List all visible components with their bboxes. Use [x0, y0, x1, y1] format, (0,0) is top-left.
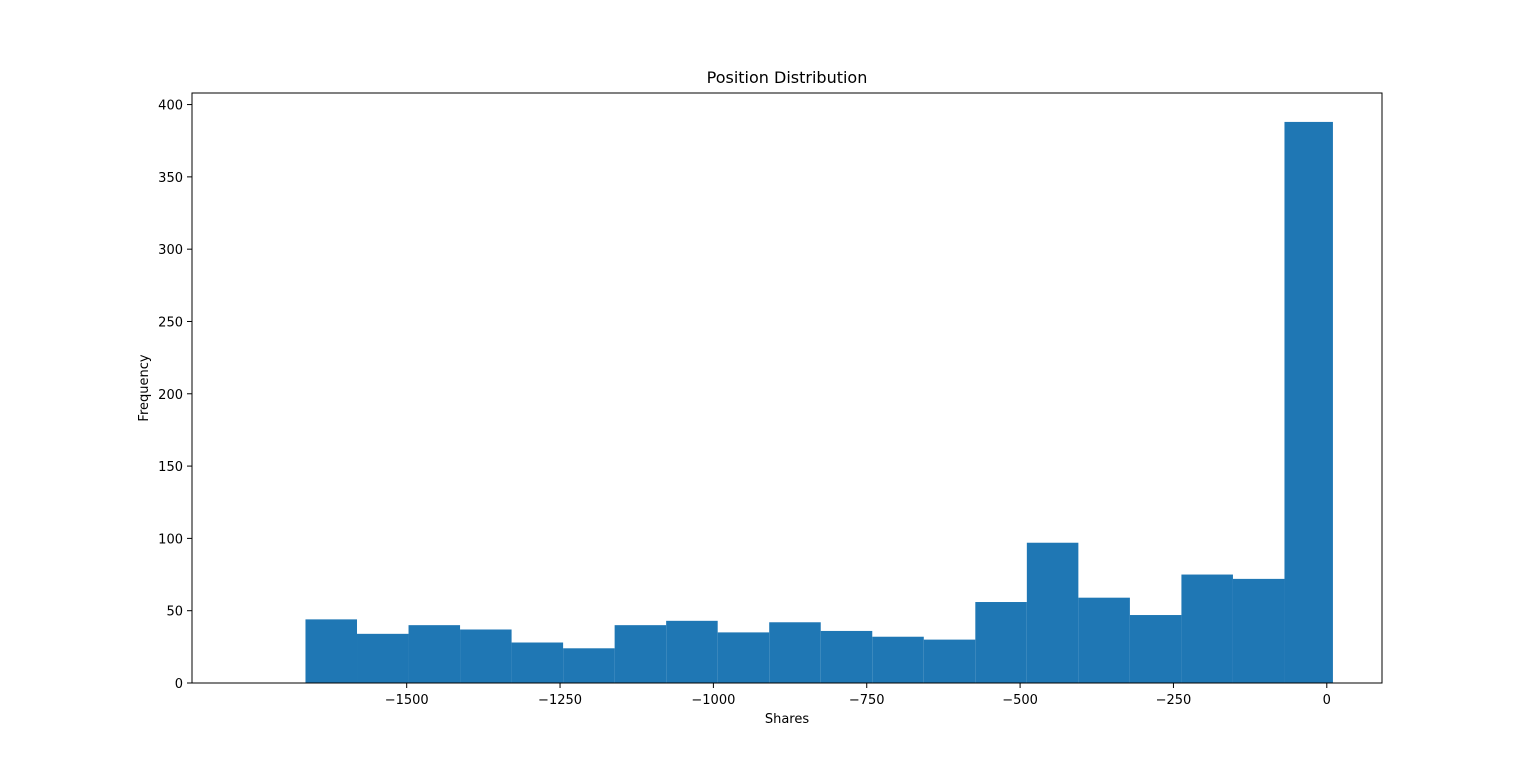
histogram-bar: [563, 648, 615, 683]
histogram-bar: [357, 633, 409, 683]
histogram-bar: [769, 622, 821, 683]
histogram-bar: [305, 619, 358, 683]
bars-layer: [305, 121, 1333, 683]
x-tick-label: −1250: [538, 693, 582, 708]
histogram-bar: [1078, 597, 1130, 683]
y-tick-label: 50: [166, 605, 183, 620]
histogram-bar: [717, 632, 770, 683]
x-axis: −1500 −1250 −1000 −750 −500 −250 0: [385, 683, 1331, 708]
histogram-bar: [872, 636, 924, 683]
histogram-bar: [1232, 578, 1285, 683]
histogram-bar: [460, 629, 512, 683]
y-axis-label: Frequency: [137, 354, 152, 421]
plot-frame: [191, 92, 1383, 684]
histogram-bar: [1181, 574, 1233, 683]
histogram-bar: [923, 639, 976, 683]
x-tick-label: −500: [1002, 693, 1038, 708]
y-axis: 0 50 100 150 200 250 300 350 400: [158, 99, 192, 692]
y-tick-label: 350: [158, 171, 183, 186]
y-tick-label: 200: [158, 388, 183, 403]
y-tick-label: 400: [158, 99, 183, 114]
histogram-bar: [1284, 121, 1333, 683]
x-tick-label: −750: [849, 693, 885, 708]
y-tick-label: 250: [158, 315, 183, 330]
histogram-bar: [1129, 615, 1182, 683]
x-tick-label: 0: [1323, 693, 1331, 708]
histogram-bar: [975, 602, 1027, 683]
chart-title: Position Distribution: [707, 68, 868, 87]
histogram-bar: [408, 625, 461, 683]
y-tick-label: 0: [175, 677, 183, 692]
x-tick-label: −250: [1156, 693, 1192, 708]
y-tick-label: 150: [158, 460, 183, 475]
histogram-bar: [614, 625, 667, 683]
histogram-bar: [820, 630, 873, 683]
histogram-bar: [666, 620, 718, 683]
x-tick-label: −1000: [691, 693, 735, 708]
x-axis-label: Shares: [765, 712, 810, 727]
y-tick-label: 300: [158, 243, 183, 258]
histogram-bar: [1026, 542, 1079, 683]
histogram-bar: [511, 642, 564, 683]
y-tick-label: 100: [158, 532, 183, 547]
x-tick-label: −1500: [385, 693, 429, 708]
